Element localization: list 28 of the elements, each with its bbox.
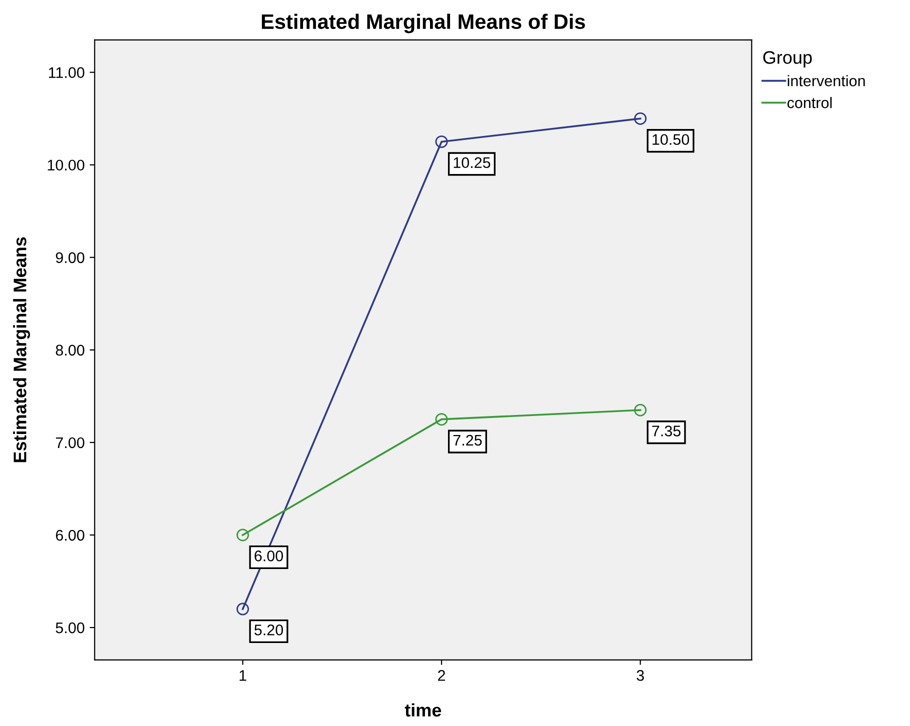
y-tick-label: 7.00 [56,437,84,448]
data-label: 6.00 [254,550,283,562]
x-tick-label: 1 [240,670,246,681]
y-tick-label: 6.00 [56,530,84,541]
y-tick-label: 9.00 [56,252,84,264]
y-tick-label: 5.00 [56,622,84,634]
point [236,528,249,542]
chart-title: Estimated Marginal Means of Dis [262,14,585,34]
data-label: 10.50 [652,134,690,145]
point [634,404,647,416]
y-tick-label: 11.00 [48,67,84,78]
x-tick-label: 2 [438,670,446,681]
point [236,602,249,616]
point [634,112,647,125]
data-label: 5.20 [254,624,283,636]
legend-label: intervention [788,75,865,86]
x-axis-title: time [404,703,442,717]
data-label: 7.35 [652,426,681,436]
y-axis-title: Estimated Marginal Means [13,237,30,462]
data-label: 7.25 [453,434,482,446]
x-tick-label: 3 [636,670,644,681]
data-label: 10.25 [454,157,490,168]
legend-title: Group [763,51,812,68]
y-tick-label: 10.00 [48,160,84,171]
legend-label: control [787,96,832,108]
point [435,413,448,426]
y-tick-label: 8.00 [56,344,84,356]
point [435,135,448,148]
